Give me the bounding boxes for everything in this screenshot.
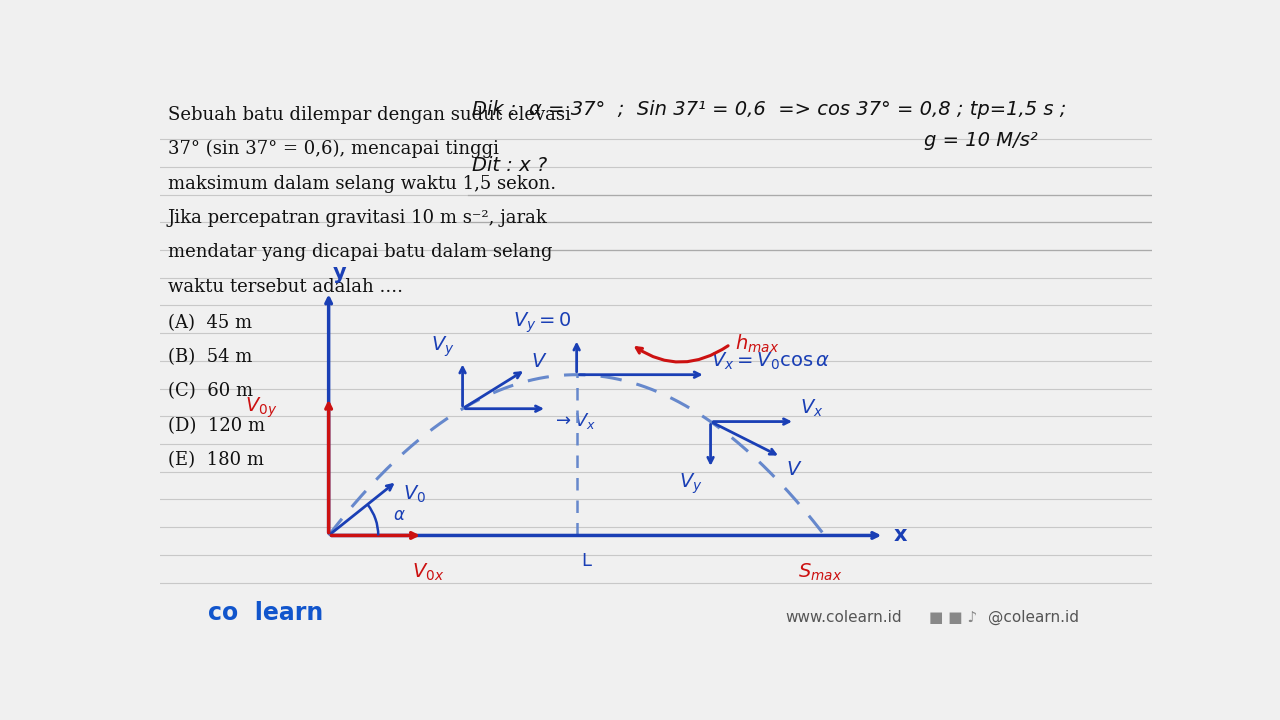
Text: $V$: $V$ — [531, 352, 547, 371]
Text: $S_{max}$: $S_{max}$ — [797, 562, 842, 583]
Text: x: x — [895, 526, 908, 546]
Text: Dit : x ?: Dit : x ? — [472, 156, 548, 175]
Text: waktu tersebut adalah ....: waktu tersebut adalah .... — [168, 278, 403, 296]
Text: Jika percepatran gravitasi 10 m s⁻², jarak: Jika percepatran gravitasi 10 m s⁻², jar… — [168, 209, 548, 227]
Text: $V_{0x}$: $V_{0x}$ — [412, 562, 444, 583]
Text: (E)  180 m: (E) 180 m — [168, 451, 264, 469]
Text: Sebuah batu dilempar dengan sudut elevasi: Sebuah batu dilempar dengan sudut elevas… — [168, 106, 571, 124]
Text: $h_{max}$: $h_{max}$ — [736, 333, 780, 356]
Text: (D)  120 m: (D) 120 m — [168, 417, 265, 435]
Text: $V_y= 0$: $V_y= 0$ — [513, 310, 572, 335]
Text: $V_{0y}$: $V_{0y}$ — [244, 396, 276, 420]
Text: Dik :  α = 37°  ;  Sin 37¹ = 0,6  => cos 37° = 0,8 ; tp=1,5 s ;: Dik : α = 37° ; Sin 37¹ = 0,6 => cos 37°… — [472, 100, 1066, 120]
Text: 37° (sin 37° = 0,6), mencapai tinggi: 37° (sin 37° = 0,6), mencapai tinggi — [168, 140, 499, 158]
Text: (C)  60 m: (C) 60 m — [168, 382, 253, 400]
Text: $V_x$: $V_x$ — [800, 397, 823, 419]
Text: g = 10 M/s²: g = 10 M/s² — [924, 131, 1038, 150]
Text: maksimum dalam selang waktu 1,5 sekon.: maksimum dalam selang waktu 1,5 sekon. — [168, 174, 556, 192]
Text: $V_x = V_0 \cos\alpha$: $V_x = V_0 \cos\alpha$ — [710, 351, 829, 372]
Text: (A)  45 m: (A) 45 m — [168, 314, 252, 332]
Text: @colearn.id: @colearn.id — [988, 610, 1079, 625]
Text: y: y — [333, 264, 346, 283]
Text: ■ ■ ♪: ■ ■ ♪ — [929, 611, 977, 625]
Text: co  learn: co learn — [207, 601, 323, 625]
Text: $V_y$: $V_y$ — [680, 472, 703, 496]
Text: $\alpha$: $\alpha$ — [393, 506, 406, 524]
Text: $\rightarrow V_x$: $\rightarrow V_x$ — [552, 412, 595, 431]
Text: (B)  54 m: (B) 54 m — [168, 348, 252, 366]
Text: L: L — [581, 552, 591, 570]
Text: $V_0$: $V_0$ — [403, 484, 426, 505]
Text: www.colearn.id: www.colearn.id — [785, 611, 901, 625]
Text: $V_y$: $V_y$ — [431, 334, 454, 359]
Text: mendatar yang dicapai batu dalam selang: mendatar yang dicapai batu dalam selang — [168, 243, 553, 261]
Text: $V$: $V$ — [786, 459, 803, 479]
